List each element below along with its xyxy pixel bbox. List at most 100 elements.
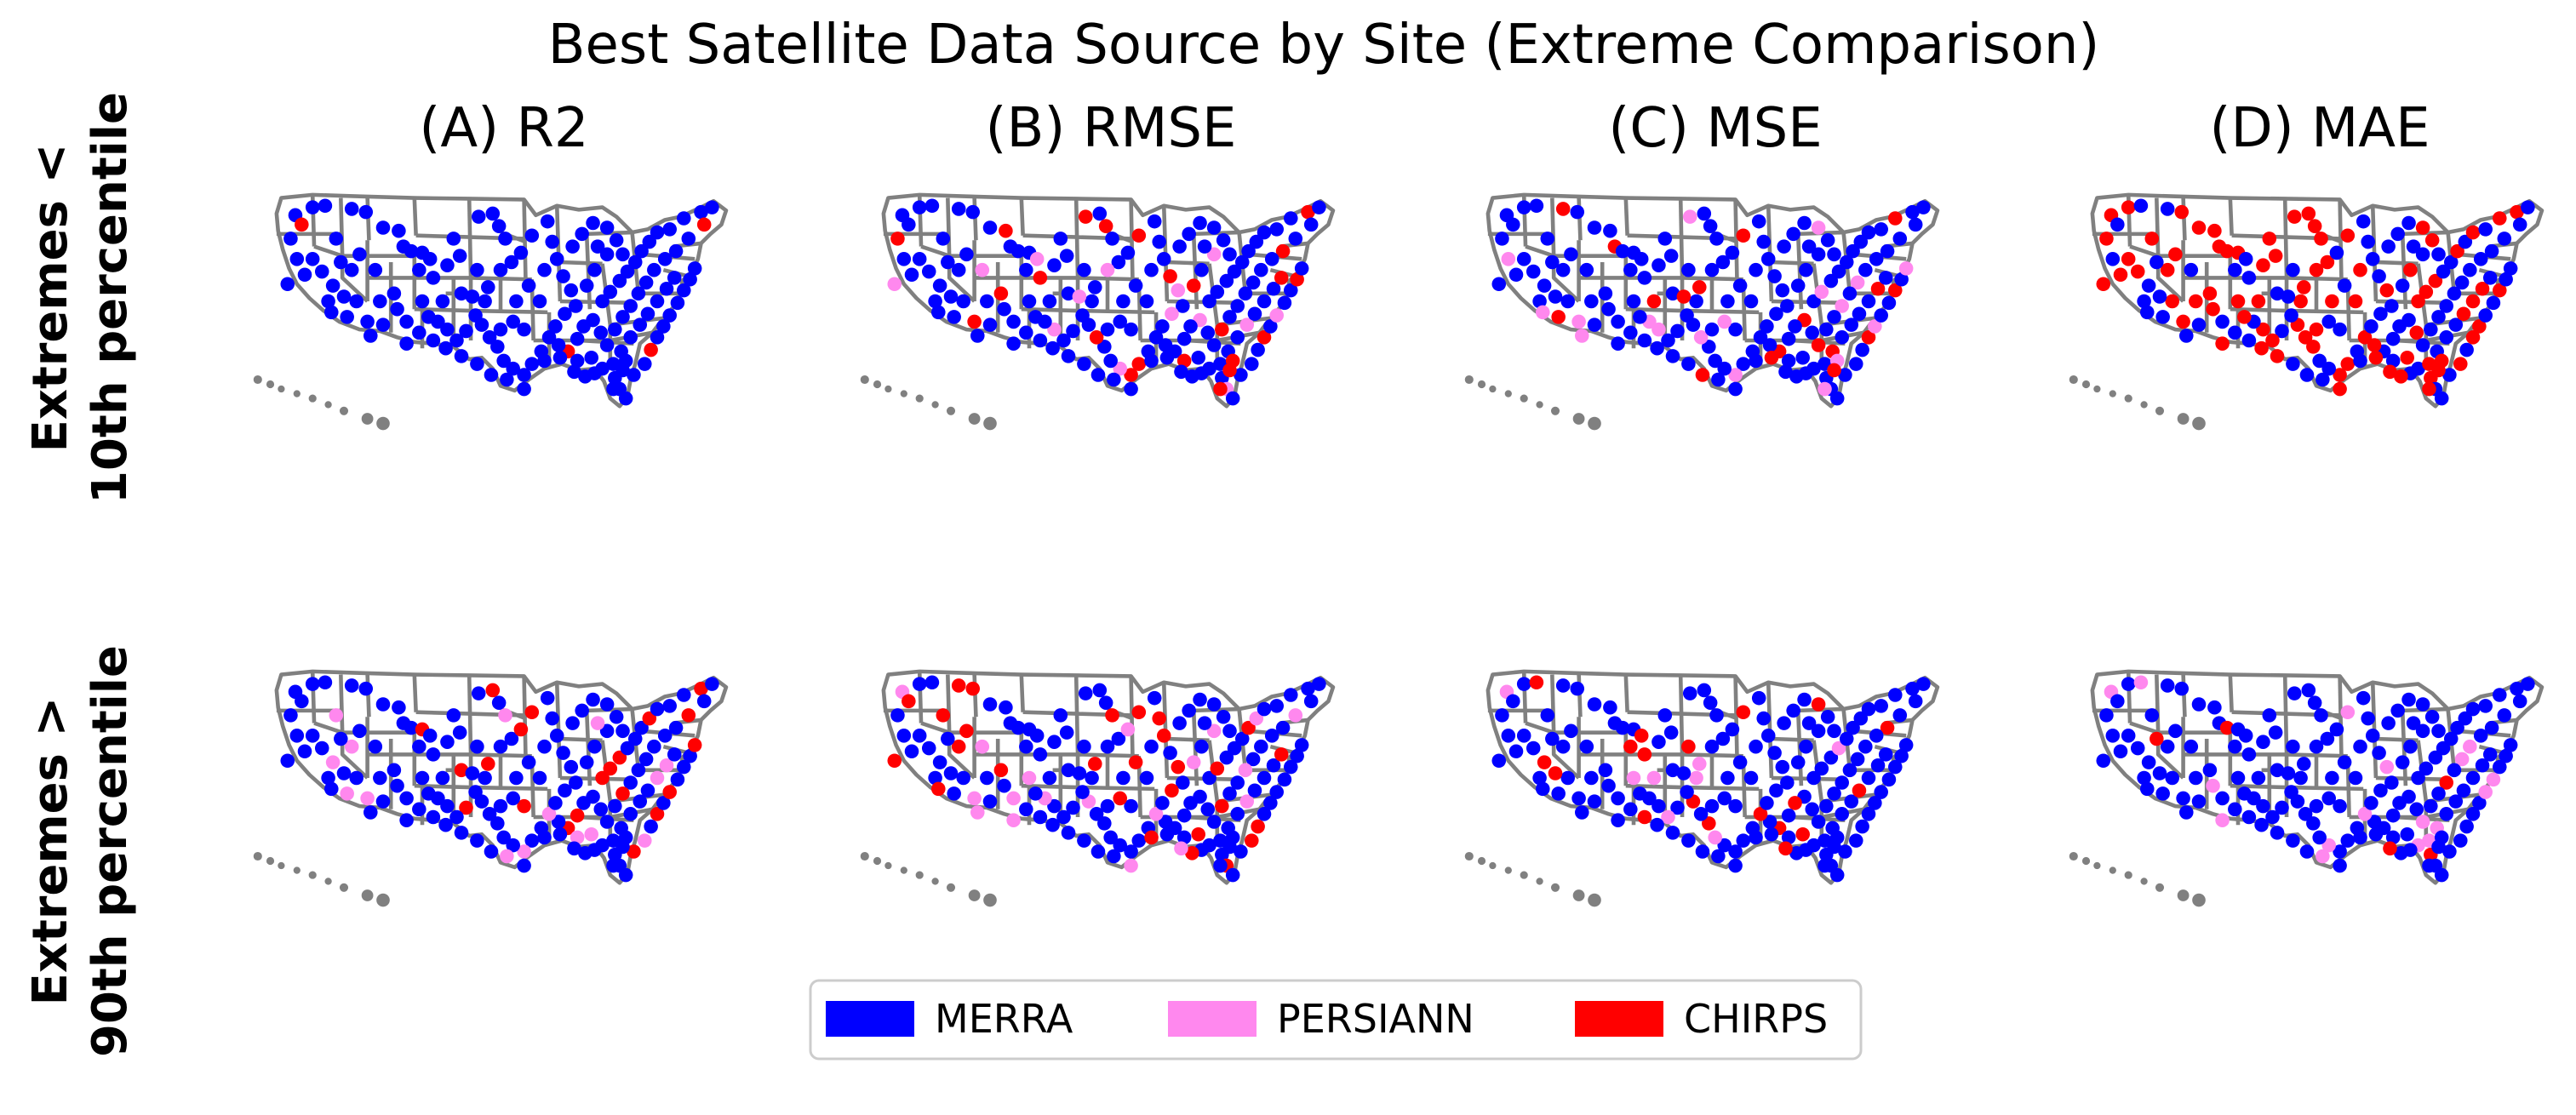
site-point-chirps (2320, 254, 2335, 270)
site-point-chirps (1551, 310, 1566, 324)
site-point-merra (1010, 243, 1026, 259)
site-point-chirps (887, 753, 902, 769)
site-point-merra (1548, 289, 1563, 304)
site-point-merra (1858, 262, 1873, 277)
site-point-merra (1264, 252, 1279, 266)
state-border (412, 197, 418, 236)
site-point-merra (289, 729, 305, 743)
site-point-merra (324, 781, 339, 797)
site-point-merra (1587, 794, 1602, 809)
site-point-merra (2189, 770, 2203, 786)
site-point-merra (545, 234, 559, 249)
site-point-merra (1880, 243, 1895, 259)
site-point-merra (2316, 372, 2330, 387)
site-point-merra (1174, 364, 1188, 380)
site-point-merra (344, 678, 359, 693)
site-point-merra (576, 319, 591, 334)
site-point-merra (997, 778, 1011, 793)
site-point-merra (1148, 330, 1164, 345)
site-point-merra (2329, 722, 2344, 737)
site-point-merra (1053, 708, 1068, 723)
site-point-merra (344, 202, 359, 216)
site-point-merra (1277, 772, 1292, 787)
site-point-merra (1769, 783, 1783, 798)
site-point-merra (677, 688, 691, 702)
site-point-merra (644, 819, 658, 834)
site-point-merra (1191, 350, 1205, 365)
site-point-merra (941, 254, 955, 270)
site-point-merra (1702, 340, 1716, 354)
site-point-merra (2268, 725, 2283, 740)
site-point-merra (491, 219, 507, 233)
site-point-merra (633, 794, 648, 809)
site-point-merra (1056, 809, 1071, 825)
site-point-merra (1814, 761, 1829, 776)
site-point-chirps (517, 798, 531, 814)
site-point-chirps (999, 223, 1013, 238)
site-point-merra (2512, 217, 2527, 232)
site-point-merra (2368, 826, 2384, 842)
site-point-merra (612, 273, 627, 289)
site-point-merra (2241, 809, 2257, 825)
hawaii-island (324, 401, 332, 409)
site-point-merra (482, 807, 497, 821)
site-point-merra (1743, 770, 1759, 786)
site-point-persiann (638, 833, 652, 848)
site-point-merra (662, 308, 677, 323)
site-point-chirps (2160, 262, 2175, 277)
site-point-merra (478, 294, 492, 309)
site-point-merra (1172, 239, 1187, 254)
site-point-merra (2372, 269, 2386, 283)
site-point-merra (705, 200, 719, 214)
site-point-merra (1611, 813, 1625, 827)
site-point-merra (1858, 739, 1873, 754)
site-point-merra (1303, 217, 1319, 232)
site-point-merra (2286, 833, 2300, 848)
site-point-merra (2321, 791, 2336, 806)
site-point-merra (1158, 815, 1173, 829)
site-point-chirps (1171, 759, 1186, 775)
site-point-chirps (1245, 833, 1259, 848)
site-point-persiann (2379, 759, 2395, 775)
site-point-merra (524, 357, 540, 371)
state-border (415, 710, 472, 716)
site-point-chirps (2465, 294, 2481, 309)
site-point-merra (1288, 232, 1303, 246)
legend: MERRA PERSIANN CHIRPS (809, 979, 1863, 1061)
site-point-merra (2415, 723, 2430, 739)
site-point-merra (1163, 746, 1177, 760)
site-point-merra (1703, 219, 1718, 233)
site-point-merra (506, 314, 520, 329)
site-point-merra (578, 369, 592, 384)
site-point-merra (305, 252, 320, 266)
state-border (1623, 674, 1629, 712)
site-point-persiann (650, 770, 665, 786)
site-point-merra (496, 353, 511, 369)
site-point-merra (1100, 739, 1115, 754)
site-point-merra (454, 349, 469, 363)
site-point-merra (2384, 775, 2399, 790)
site-point-merra (1697, 683, 1712, 698)
state-border (2155, 674, 2161, 733)
hawaii-island (915, 871, 924, 879)
site-point-merra (2281, 289, 2296, 304)
site-point-persiann (1174, 841, 1188, 856)
site-point-merra (1603, 223, 1617, 238)
site-point-merra (1892, 708, 1908, 723)
site-point-merra (2256, 798, 2270, 814)
site-point-merra (2499, 272, 2513, 287)
site-point-merra (1263, 796, 1278, 810)
site-point-chirps (1257, 330, 1272, 345)
site-point-merra (2431, 723, 2446, 739)
site-point-merra (694, 204, 708, 220)
site-point-persiann (1238, 763, 1253, 778)
site-point-merra (2176, 791, 2190, 806)
site-point-merra (1829, 867, 1845, 883)
site-point-merra (1697, 206, 1712, 221)
site-point-chirps (2431, 363, 2446, 378)
site-point-merra (959, 247, 974, 262)
hawaii-island (308, 871, 317, 879)
site-point-merra (537, 830, 552, 845)
site-point-merra (1749, 353, 1763, 369)
